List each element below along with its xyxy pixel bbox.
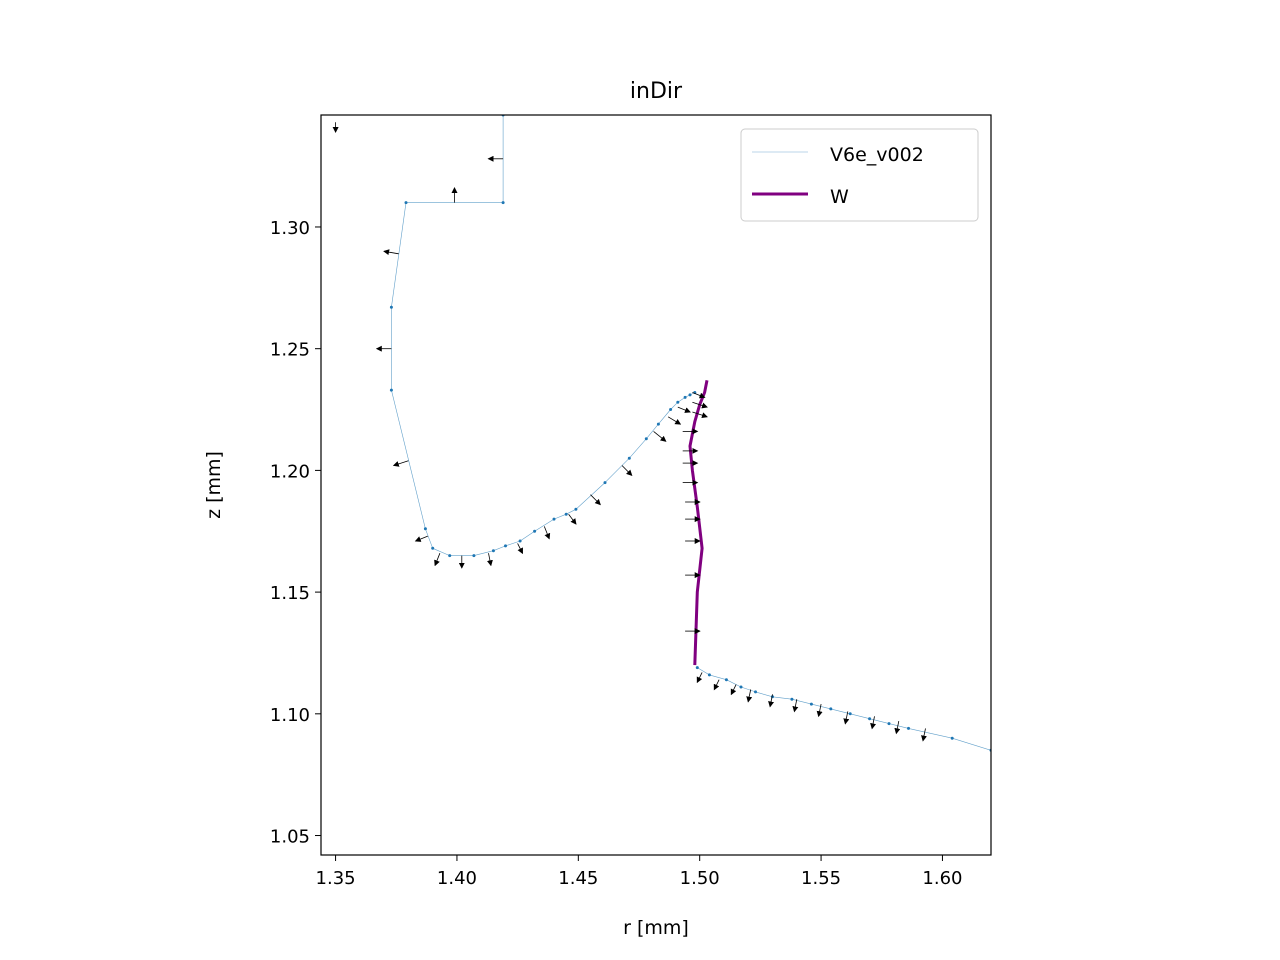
series-v6e-point xyxy=(518,539,522,543)
y-tick-label: 1.30 xyxy=(270,218,310,239)
legend-label-v6e: V6e_v002 xyxy=(830,144,924,166)
direction-arrow xyxy=(768,694,775,708)
direction-arrow xyxy=(870,716,877,730)
x-tick-label: 1.60 xyxy=(922,868,962,889)
direction-arrow xyxy=(590,494,601,506)
series-v6e-point xyxy=(790,697,794,701)
series-v6e-point xyxy=(389,305,393,309)
direction-arrow xyxy=(696,672,703,684)
direction-arrow xyxy=(746,689,753,703)
series-v6e-point xyxy=(907,726,910,730)
direction-arrow xyxy=(921,728,927,742)
y-tick-label: 1.20 xyxy=(270,461,310,482)
series-v6e-point xyxy=(848,712,852,716)
legend-label-w: W xyxy=(830,186,849,208)
direction-arrow xyxy=(517,543,523,555)
series-v6e-point xyxy=(389,388,393,392)
direction-arrow xyxy=(667,416,682,425)
direction-arrow xyxy=(653,431,667,442)
direction-arrow xyxy=(414,535,428,542)
x-tick-label: 1.35 xyxy=(316,868,356,889)
series-v6e-point xyxy=(448,554,452,558)
series-v6e-point xyxy=(683,395,687,399)
direction-arrow xyxy=(383,249,399,256)
series-v6e-point xyxy=(887,722,891,726)
x-tick-label: 1.40 xyxy=(437,868,477,889)
series-v6e-point xyxy=(656,422,660,426)
direction-arrow xyxy=(621,465,633,477)
series-v6e-point xyxy=(809,702,813,706)
series-v6e-point xyxy=(491,549,495,553)
direction-arrow xyxy=(816,704,823,718)
direction-arrow xyxy=(692,411,708,419)
series-v6e-point xyxy=(829,707,833,711)
direction-arrow xyxy=(792,699,799,713)
y-tick-label: 1.05 xyxy=(270,827,310,848)
series-v6e-point xyxy=(950,736,954,740)
series-v6e-point xyxy=(603,481,607,485)
chart-title: inDir xyxy=(630,79,683,104)
direction-arrow xyxy=(677,406,691,413)
direction-arrow xyxy=(568,513,577,525)
series-v6e-point xyxy=(501,201,505,205)
series-w-line xyxy=(688,380,709,666)
series-v6e-line-1 xyxy=(697,667,991,751)
series-v6e-line-0 xyxy=(391,115,695,556)
series-v6e-point xyxy=(564,512,568,516)
series-v6e-point xyxy=(552,517,556,521)
series-v6e-point xyxy=(724,678,728,682)
y-axis-label: z [mm] xyxy=(203,451,225,519)
series-v6e-point xyxy=(627,456,631,460)
x-axis-label: r [mm] xyxy=(623,917,689,939)
direction-arrow xyxy=(894,721,901,735)
series-v6e-point xyxy=(695,666,699,670)
y-tick-label: 1.15 xyxy=(270,583,310,604)
direction-arrow xyxy=(730,684,737,696)
y-tick-label: 1.25 xyxy=(270,340,310,361)
series-v6e-point xyxy=(472,554,476,558)
x-tick-label: 1.50 xyxy=(680,868,720,889)
direction-arrow xyxy=(692,392,706,399)
series-v6e-point xyxy=(404,201,408,205)
series-v6e-point xyxy=(676,400,680,404)
direction-arrow xyxy=(843,711,850,725)
series-v6e-point xyxy=(754,690,757,694)
y-axis: 1.05 1.10 1.15 1.20 1.25 1.30 xyxy=(270,218,321,848)
direction-arrow xyxy=(543,526,551,540)
series-v6e-point xyxy=(739,685,743,689)
plot-area xyxy=(332,115,991,752)
direction-arrow xyxy=(486,553,493,567)
series-v6e-point xyxy=(707,673,711,677)
direction-arrow xyxy=(392,460,409,467)
series-v6e-point xyxy=(669,408,673,411)
series-v6e-point xyxy=(868,717,872,721)
series-v6e-point xyxy=(688,393,692,397)
x-axis: 1.35 1.40 1.45 1.50 1.55 1.60 xyxy=(316,855,962,889)
series-v6e-point xyxy=(504,544,507,548)
y-tick-label: 1.10 xyxy=(270,705,310,726)
direction-arrow xyxy=(434,553,441,567)
x-tick-label: 1.45 xyxy=(558,868,598,889)
direction-arrow xyxy=(692,401,708,409)
series-v6e-point xyxy=(574,507,578,511)
series-v6e-point xyxy=(423,527,427,531)
series-v6e-point xyxy=(644,437,648,441)
plot-frame xyxy=(320,114,992,856)
legend-box xyxy=(740,128,979,222)
direction-arrow xyxy=(713,679,720,691)
x-tick-label: 1.55 xyxy=(801,868,841,889)
series-v6e-point xyxy=(431,546,435,550)
legend: V6e_v002 W xyxy=(740,128,979,222)
series-v6e-point xyxy=(533,529,537,533)
